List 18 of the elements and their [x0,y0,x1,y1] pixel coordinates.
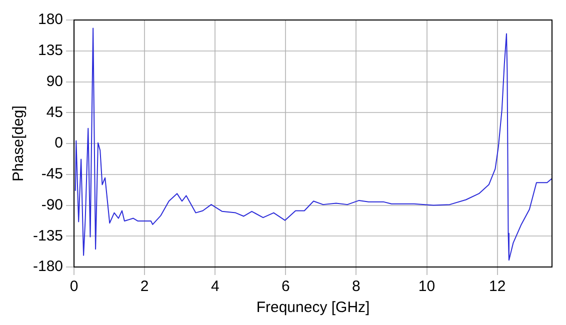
y-tick-label: -180 [32,258,64,276]
x-tick-label: 6 [282,278,290,296]
y-tick-label: -90 [41,196,64,214]
y-tick-label: 90 [46,72,64,90]
y-tick-label: -135 [32,227,64,244]
y-tick-label: 135 [38,42,64,60]
x-tick-label: 8 [352,278,360,296]
y-tick-label: -45 [41,166,64,183]
x-tick-label: 12 [488,278,506,296]
x-tick-label: 10 [418,278,436,296]
x-tick-label: 0 [70,278,78,296]
y-tick-label: 0 [54,134,64,152]
x-tick-label: 4 [210,278,220,296]
y-tick-label: 45 [46,104,64,121]
y-tick-label: 180 [38,11,64,28]
x-tick-label: 2 [140,278,149,296]
x-axis-title: Frequnecy [GHz] [256,299,370,316]
y-axis-title: Phase[deg] [10,106,28,182]
